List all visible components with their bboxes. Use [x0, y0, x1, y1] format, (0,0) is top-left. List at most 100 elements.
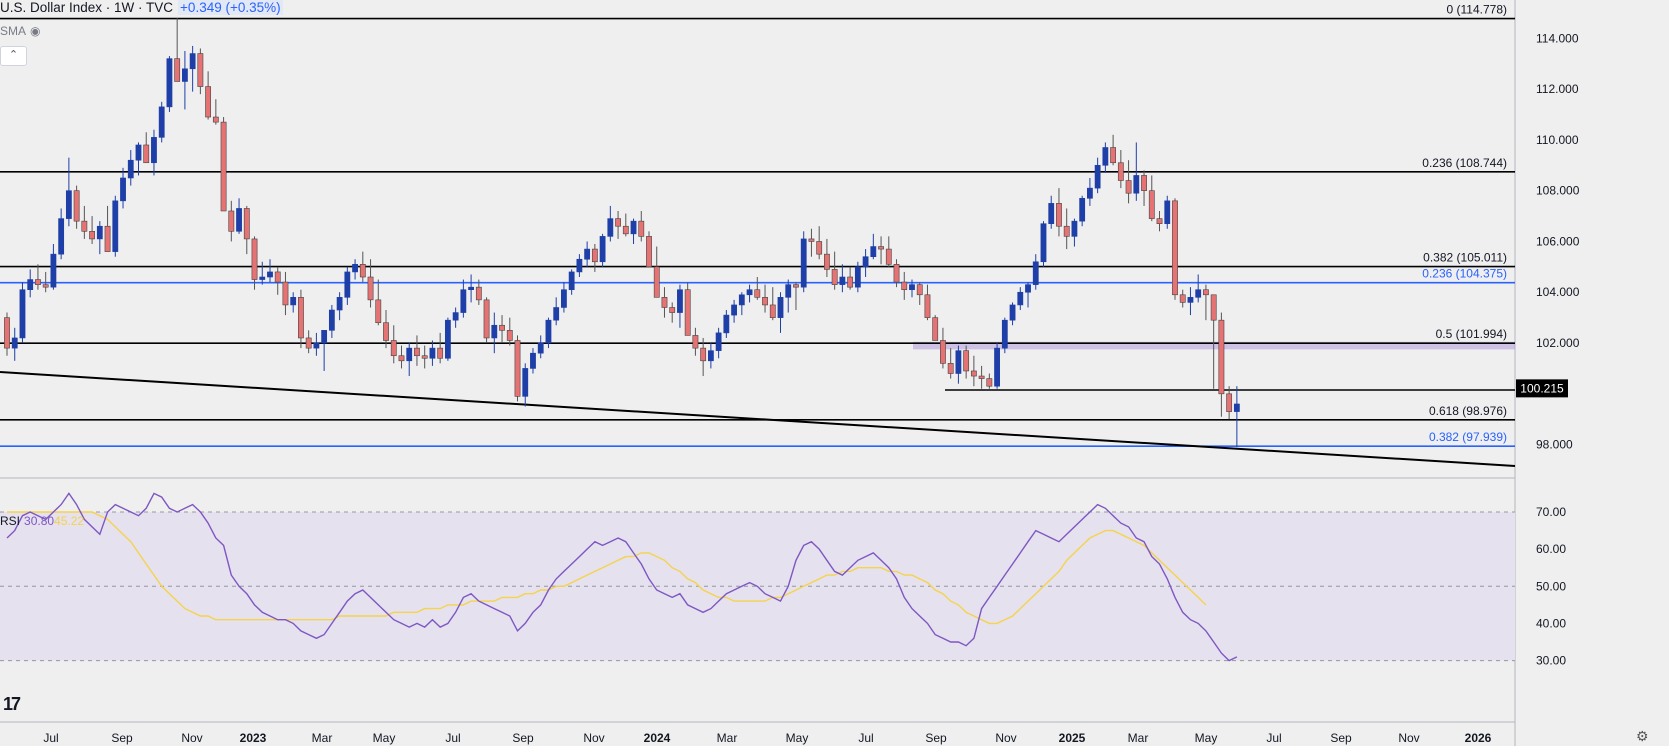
candle-body	[437, 347, 444, 359]
candle-body	[870, 246, 877, 257]
candle-body	[1148, 190, 1155, 219]
sma-indicator-label[interactable]: SMA ◉	[0, 24, 41, 38]
candle-body	[924, 294, 931, 318]
candle-body	[1226, 393, 1233, 412]
candle-body	[762, 297, 768, 306]
candle-body	[50, 253, 57, 288]
candle-body	[893, 264, 900, 283]
candle-body	[862, 256, 869, 268]
candle-body	[793, 284, 799, 288]
time-axis-tick-label: Jul	[1266, 731, 1281, 745]
chart-header: U.S. Dollar Index · 1W · TVC +0.349 (+0.3…	[0, 0, 283, 15]
candle-body	[174, 58, 181, 82]
candle-body	[646, 236, 652, 268]
candle-body	[1156, 218, 1163, 224]
symbol-title[interactable]: U.S. Dollar Index · 1W · TVC	[0, 0, 174, 15]
price-axis-tick-label: 106.000	[1536, 234, 1580, 248]
candle-body	[236, 208, 242, 232]
time-axis-tick-label: Mar	[1128, 731, 1149, 745]
rsi-line	[6, 492, 1238, 662]
candle-body	[375, 299, 382, 324]
candle-body	[1125, 180, 1132, 194]
candle-body	[1025, 284, 1031, 293]
candle-body	[731, 304, 737, 316]
candle-body	[607, 218, 614, 237]
candle-body	[1071, 220, 1078, 237]
candle-body	[1079, 197, 1086, 222]
candle-body	[955, 350, 962, 374]
candle-body	[653, 266, 660, 298]
fib-level-label: 0.5 (101.994)	[1436, 327, 1507, 341]
candle-body	[754, 289, 761, 298]
candle-body	[1117, 162, 1124, 181]
time-axis-tick-label: 2024	[644, 731, 671, 745]
candle-body	[723, 314, 730, 334]
candle-body	[135, 144, 142, 161]
candle-body	[65, 190, 72, 219]
rsi-axis-tick-label: 60.00	[1536, 542, 1566, 556]
fib-level-label: 0.382 (97.939)	[1429, 430, 1507, 444]
chevron-up-icon: ⌃	[8, 49, 19, 61]
candle-body	[901, 281, 908, 291]
trendline[interactable]	[0, 371, 1516, 467]
time-axis-tick-label: 2023	[240, 731, 267, 745]
candle-body	[35, 279, 41, 285]
candle-body	[274, 271, 281, 283]
collapse-legend-button[interactable]: ⌃	[0, 46, 27, 66]
candle-body	[576, 258, 583, 273]
fib-level-label: 0.236 (104.375)	[1422, 267, 1507, 281]
candle-body	[19, 289, 26, 339]
settings-gear-icon[interactable]: ⚙	[1636, 728, 1649, 744]
candle-body	[785, 284, 792, 298]
candle-body	[1009, 304, 1016, 321]
time-axis-tick-label: 2026	[1465, 731, 1492, 745]
candle-body	[986, 378, 993, 387]
candle-body	[1001, 319, 1008, 349]
candle-body	[344, 271, 351, 298]
candle-body	[800, 238, 807, 288]
candle-body	[89, 231, 95, 240]
candle-body	[251, 238, 258, 280]
time-axis-tick-label: Nov	[583, 731, 604, 745]
candle-body	[298, 297, 304, 339]
candle-body	[1210, 294, 1217, 321]
candle-body	[313, 342, 320, 349]
candle-body	[483, 299, 490, 339]
candle-body	[932, 317, 939, 341]
candle-body	[1102, 147, 1109, 166]
time-axis-tick-label: Sep	[111, 731, 133, 745]
time-axis-tick-label: May	[1195, 731, 1218, 745]
candle-body	[940, 340, 946, 364]
tradingview-logo-icon[interactable]: 17	[3, 694, 21, 714]
rsi-value: 30.80	[24, 514, 55, 528]
price-axis-tick-label: 108.000	[1536, 184, 1580, 198]
candle-body	[4, 317, 10, 349]
candle-body	[885, 248, 892, 265]
candle-body	[321, 330, 328, 344]
time-axis-tick-label: Jul	[858, 731, 873, 745]
eye-off-icon[interactable]: ◉	[30, 24, 41, 38]
time-axis-tick-label: Nov	[995, 731, 1016, 745]
candle-body	[452, 312, 459, 321]
rsi-legend[interactable]: RSI 30.8045.22	[0, 514, 84, 528]
candle-body	[421, 355, 428, 359]
candle-body	[1233, 403, 1240, 412]
price-axis-tick-label: 102.000	[1536, 336, 1580, 350]
time-axis-tick-label: Jul	[43, 731, 58, 745]
candle-body	[243, 208, 250, 240]
candle-body	[112, 200, 119, 252]
candle-body	[1179, 294, 1186, 303]
candle-body	[367, 276, 374, 301]
current-price-label: 100.215	[1520, 381, 1564, 395]
time-axis-tick-label: Mar	[312, 731, 333, 745]
rsi-axis-tick-label: 50.00	[1536, 579, 1566, 593]
candle-body	[398, 355, 405, 362]
candle-body	[738, 294, 745, 306]
candle-body	[151, 137, 157, 164]
candle-body	[259, 276, 266, 280]
candle-body	[808, 238, 815, 242]
candle-body	[824, 253, 830, 270]
candle-body	[916, 284, 923, 296]
